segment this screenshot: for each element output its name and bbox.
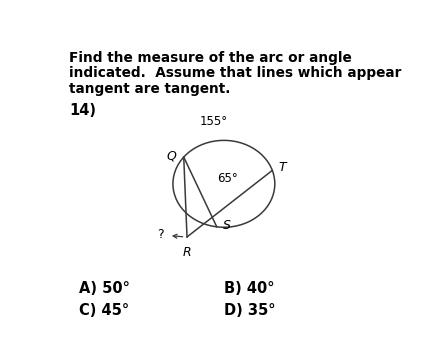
Text: ?: ? <box>157 228 164 241</box>
Text: R: R <box>183 246 191 259</box>
Text: indicated.  Assume that lines which appear: indicated. Assume that lines which appea… <box>70 66 402 80</box>
Text: D) 35°: D) 35° <box>224 303 275 318</box>
Text: A) 50°: A) 50° <box>79 281 130 296</box>
Text: Find the measure of the arc or angle: Find the measure of the arc or angle <box>70 51 352 65</box>
Text: 14): 14) <box>70 103 96 118</box>
Text: 65°: 65° <box>217 172 238 185</box>
Text: C) 45°: C) 45° <box>79 303 129 318</box>
Text: 155°: 155° <box>200 115 228 128</box>
Text: tangent are tangent.: tangent are tangent. <box>70 82 231 95</box>
Text: T: T <box>278 161 286 174</box>
Text: Q: Q <box>167 149 176 162</box>
Text: S: S <box>223 219 231 232</box>
Text: B) 40°: B) 40° <box>224 281 274 296</box>
